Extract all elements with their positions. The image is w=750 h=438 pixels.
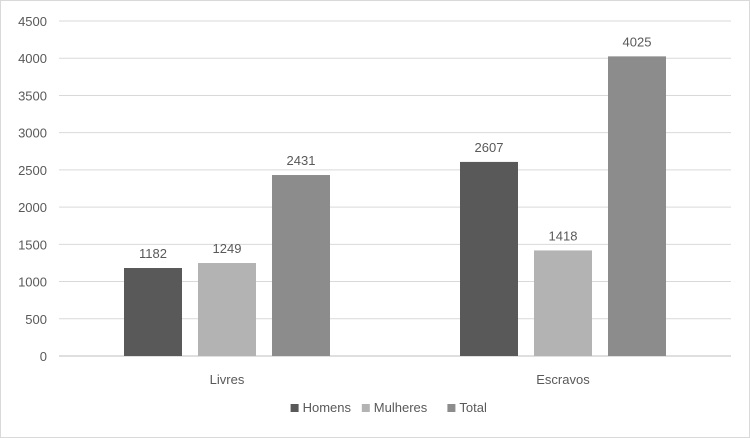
x-axis-categories: Livres Escravos (210, 372, 591, 387)
legend-label-total: Total (459, 400, 487, 415)
y-tick-label: 0 (40, 349, 47, 364)
y-tick-label: 500 (25, 312, 47, 327)
y-tick-label: 3000 (18, 126, 47, 141)
data-label: 2431 (287, 153, 316, 168)
legend-label-mulheres: Mulheres (374, 400, 428, 415)
bar-mulheres-livres (198, 263, 256, 356)
y-axis-ticks: 0 500 1000 1500 2000 2500 3000 3500 4000 4500 (18, 14, 47, 364)
y-tick-label: 1500 (18, 237, 47, 252)
bar-mulheres-escravos (534, 250, 592, 356)
legend-swatch-total (447, 404, 456, 412)
bar-total-livres (272, 175, 330, 356)
category-label: Livres (210, 372, 245, 387)
legend-swatch-mulheres (361, 404, 370, 412)
bar-total-escravos (608, 56, 666, 356)
legend-label-homens: Homens (303, 400, 352, 415)
y-tick-label: 4500 (18, 14, 47, 29)
y-tick-label: 3500 (18, 88, 47, 103)
category-label: Escravos (536, 372, 590, 387)
legend: Homens Mulheres Total (290, 400, 487, 415)
y-tick-label: 1000 (18, 275, 47, 290)
y-tick-label: 2000 (18, 200, 47, 215)
legend-swatch-homens (290, 404, 299, 412)
data-labels: 1182 1249 2431 2607 1418 4025 (139, 34, 651, 261)
data-label: 1418 (549, 228, 578, 243)
y-tick-label: 4000 (18, 51, 47, 66)
data-label: 1182 (139, 246, 167, 261)
bar-homens-escravos (460, 161, 518, 356)
data-label: 4025 (623, 34, 652, 49)
y-tick-label: 2500 (18, 163, 47, 178)
data-label: 1249 (213, 241, 242, 256)
bars (124, 56, 666, 356)
bar-homens-livres (124, 268, 182, 356)
data-label: 2607 (475, 140, 504, 155)
